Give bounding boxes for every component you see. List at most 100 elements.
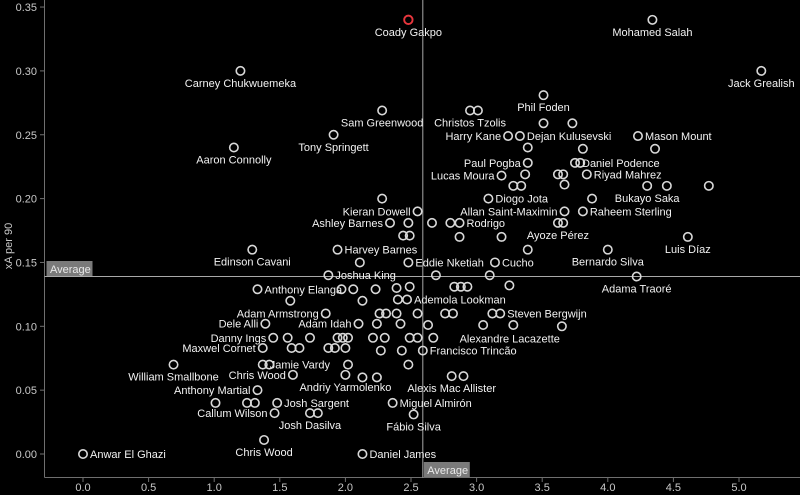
data-point[interactable]: [375, 345, 386, 356]
data-point-ashley-barnes[interactable]: [385, 217, 396, 228]
data-point[interactable]: [396, 345, 407, 356]
data-point[interactable]: [504, 280, 515, 291]
data-point[interactable]: [392, 294, 403, 305]
data-point-anthony-elanga[interactable]: [252, 284, 263, 295]
data-point[interactable]: [458, 371, 469, 382]
data-point[interactable]: [391, 308, 402, 319]
data-point[interactable]: [249, 397, 260, 408]
data-point-cucho[interactable]: [489, 257, 500, 268]
data-point-luis-d-az[interactable]: [682, 231, 693, 242]
data-point[interactable]: [558, 169, 569, 180]
data-point[interactable]: [403, 359, 414, 370]
data-point-ademola-lookman[interactable]: [402, 294, 413, 305]
data-point-daniel-podence[interactable]: [569, 157, 580, 168]
data-point-raheem-sterling[interactable]: [577, 206, 588, 217]
data-point[interactable]: [398, 230, 409, 241]
data-point-steven-bergwijn[interactable]: [495, 308, 506, 319]
data-point-phil-foden[interactable]: [538, 90, 549, 101]
data-point-adam-idah[interactable]: [353, 318, 364, 329]
data-point[interactable]: [374, 308, 385, 319]
data-point-william-smallbone[interactable]: [168, 359, 179, 370]
data-point[interactable]: [650, 143, 661, 154]
data-point[interactable]: [264, 359, 275, 370]
data-point[interactable]: [336, 284, 347, 295]
data-point[interactable]: [329, 343, 340, 354]
data-point-alexis-mac-allister[interactable]: [446, 371, 457, 382]
data-point[interactable]: [567, 118, 578, 129]
data-point-aaron-connolly[interactable]: [228, 142, 239, 153]
data-point-jamie-vardy[interactable]: [257, 359, 268, 370]
data-point-dele-alli[interactable]: [260, 318, 271, 329]
data-point-lucas-moura[interactable]: [496, 170, 507, 181]
data-point[interactable]: [455, 281, 466, 292]
data-point-kieran-dowell[interactable]: [412, 206, 423, 217]
data-point-alexandre-lacazette[interactable]: [556, 321, 567, 332]
data-point-sam-greenwood[interactable]: [377, 105, 388, 116]
data-point[interactable]: [478, 320, 489, 331]
data-point-chris-wood[interactable]: [259, 434, 270, 445]
data-point-mohamed-salah[interactable]: [647, 14, 658, 25]
data-point-bernardo-silva[interactable]: [602, 244, 613, 255]
data-point[interactable]: [343, 332, 354, 343]
data-point[interactable]: [661, 180, 672, 191]
data-point[interactable]: [367, 332, 378, 343]
data-point-anthony-martial[interactable]: [252, 385, 263, 396]
data-point[interactable]: [357, 295, 368, 306]
data-point-andriy-yarmolenko[interactable]: [340, 369, 351, 380]
data-point-joshua-king[interactable]: [323, 270, 334, 281]
data-point[interactable]: [587, 193, 598, 204]
data-point[interactable]: [496, 231, 507, 242]
data-point[interactable]: [412, 332, 423, 343]
data-point-christos-tzolis[interactable]: [465, 105, 476, 116]
data-point[interactable]: [575, 157, 586, 168]
data-point-danny-ings[interactable]: [268, 332, 279, 343]
data-point[interactable]: [404, 230, 415, 241]
data-point[interactable]: [348, 284, 359, 295]
data-point-miguel-almir-n[interactable]: [387, 397, 398, 408]
data-point[interactable]: [337, 332, 348, 343]
data-point[interactable]: [371, 372, 382, 383]
data-point-adama-traor[interactable]: [631, 271, 642, 282]
data-point[interactable]: [412, 308, 423, 319]
data-point-carney-chukwuemeka[interactable]: [235, 65, 246, 76]
data-point-harry-kane[interactable]: [503, 131, 514, 142]
data-point[interactable]: [210, 397, 221, 408]
data-point-harvey-barnes[interactable]: [332, 244, 343, 255]
data-point[interactable]: [340, 343, 351, 354]
data-point-paul-pogba[interactable]: [522, 157, 533, 168]
data-point[interactable]: [538, 118, 549, 129]
data-point[interactable]: [445, 217, 456, 228]
data-point[interactable]: [426, 217, 437, 228]
data-point[interactable]: [423, 320, 434, 331]
data-point-allan-saint-maximin[interactable]: [559, 206, 570, 217]
data-point[interactable]: [559, 179, 570, 190]
data-point[interactable]: [577, 143, 588, 154]
data-point-diogo-jota[interactable]: [483, 193, 494, 204]
data-point-mason-mount[interactable]: [632, 131, 643, 142]
data-point[interactable]: [522, 142, 533, 153]
data-point-f-bio-silva[interactable]: [408, 409, 419, 420]
data-point[interactable]: [357, 372, 368, 383]
data-point[interactable]: [703, 180, 714, 191]
data-point[interactable]: [449, 281, 460, 292]
data-point-francisco-trinc-o[interactable]: [417, 345, 428, 356]
data-point-ayoze-p-rez[interactable]: [552, 217, 563, 228]
data-point[interactable]: [484, 270, 495, 281]
data-point[interactable]: [391, 282, 402, 293]
data-point[interactable]: [294, 343, 305, 354]
data-point[interactable]: [304, 332, 315, 343]
data-point-chris-wood[interactable]: [287, 369, 298, 380]
data-point[interactable]: [520, 169, 531, 180]
data-point-callum-wilson[interactable]: [269, 408, 280, 419]
data-point[interactable]: [404, 281, 415, 292]
data-point[interactable]: [462, 281, 473, 292]
data-point-coady-gakpo[interactable]: [403, 14, 414, 25]
data-point-jack-grealish[interactable]: [756, 65, 767, 76]
data-point[interactable]: [395, 318, 406, 329]
data-point[interactable]: [522, 244, 533, 255]
data-point[interactable]: [354, 257, 365, 268]
data-point-anwar-el-ghazi[interactable]: [78, 448, 89, 459]
data-point[interactable]: [516, 180, 527, 191]
data-point[interactable]: [430, 270, 441, 281]
data-point[interactable]: [370, 284, 381, 295]
